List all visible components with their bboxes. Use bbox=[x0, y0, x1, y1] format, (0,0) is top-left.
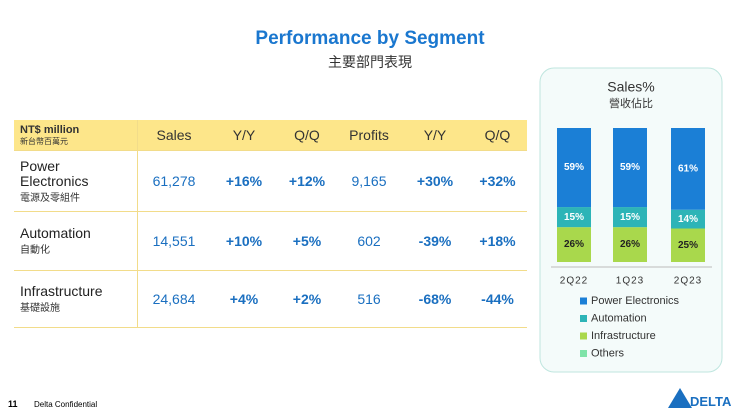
table-cell: 24,684 bbox=[152, 291, 196, 307]
logo: DELTA bbox=[690, 394, 732, 409]
value-label: 15% bbox=[564, 212, 584, 223]
table-row: Power Electronics 電源及零組件 61,278 +16% +12% 9,1… bbox=[14, 151, 527, 212]
row-name: Automation bbox=[20, 225, 91, 241]
table-cell: -44% bbox=[481, 291, 514, 307]
value-label: 26% bbox=[564, 239, 584, 250]
bar-segment bbox=[557, 128, 591, 208]
table-cell: +32% bbox=[479, 173, 516, 189]
legend-label: Power Electronics bbox=[591, 295, 680, 307]
table-cell: 602 bbox=[357, 233, 381, 249]
bar-segment bbox=[613, 207, 647, 228]
value-label: 14% bbox=[678, 214, 698, 225]
column-header: Profits bbox=[349, 127, 389, 143]
table-cell: 9,165 bbox=[351, 173, 387, 189]
header-row: NT$ million 新台幣百萬元 Sales Y/Y Q/Q Profits Y/Y Q/… bbox=[14, 120, 527, 151]
row-name: Infrastructure bbox=[20, 283, 103, 299]
chart-title: Sales% bbox=[607, 79, 654, 95]
x-tick-label: 2Q22 bbox=[560, 276, 588, 287]
table-cell: +18% bbox=[479, 233, 516, 249]
bar-segment bbox=[613, 227, 647, 262]
table-cell: +12% bbox=[288, 173, 326, 189]
table-cell: +5% bbox=[292, 233, 322, 249]
legend-swatch bbox=[580, 350, 587, 357]
unit: NT$ million bbox=[20, 123, 80, 136]
bar-segment bbox=[613, 128, 647, 208]
row-name-zh: 電源及零組件 bbox=[20, 192, 80, 204]
row-header: Automation 自動化 bbox=[14, 212, 138, 270]
column-header: Q/Q bbox=[294, 127, 320, 143]
table-cell: +16% bbox=[225, 173, 263, 189]
column-header: Q/Q bbox=[484, 127, 511, 143]
value-label: 61% bbox=[678, 164, 698, 175]
value-label: 59% bbox=[620, 162, 640, 173]
legend-label: Automation bbox=[591, 312, 647, 324]
bar-segment bbox=[671, 209, 705, 229]
logo-mark bbox=[668, 388, 692, 408]
bar-segment bbox=[557, 207, 591, 228]
footer-note: Delta Confidential bbox=[34, 400, 98, 409]
column-header: Y/Y bbox=[423, 127, 447, 143]
value-label: 26% bbox=[620, 239, 640, 250]
legend-swatch bbox=[580, 332, 587, 340]
legend-swatch bbox=[580, 297, 587, 305]
legend-label: Others bbox=[591, 347, 625, 359]
value-label: 59% bbox=[564, 162, 584, 173]
bar-segment bbox=[557, 227, 591, 262]
row-name-zh: 基礎設施 bbox=[20, 303, 60, 314]
bar-segment bbox=[671, 228, 705, 262]
column-header: Sales bbox=[156, 127, 192, 143]
value-label: 25% bbox=[678, 240, 698, 251]
x-tick-label: 2Q23 bbox=[674, 276, 702, 287]
table-cell: 516 bbox=[357, 291, 381, 307]
unit-cell: NT$ million 新台幣百萬元 bbox=[14, 120, 138, 150]
slide-subtitle: 主要部門表現 bbox=[328, 54, 412, 70]
table-cell: +10% bbox=[225, 233, 263, 249]
table-cell: +4% bbox=[229, 291, 259, 307]
column-header: Y/Y bbox=[232, 127, 256, 143]
value-label: 15% bbox=[620, 212, 640, 223]
table-cell: -39% bbox=[418, 233, 452, 249]
row-name-zh: 自動化 bbox=[20, 245, 50, 256]
table-cell: 14,551 bbox=[152, 233, 196, 249]
legend-label: Infrastructure bbox=[591, 330, 656, 342]
table-row: Infrastructure 基礎設施 24,684 +4% +2% 516 -68% -44… bbox=[14, 271, 527, 328]
table-cell: +2% bbox=[292, 291, 322, 307]
row-name: Power Electronics bbox=[20, 157, 89, 189]
unit-zh: 新台幣百萬元 bbox=[20, 136, 68, 146]
table-cell: -68% bbox=[418, 291, 452, 307]
bar-segment bbox=[671, 128, 705, 210]
slide-title: Performance by Segment bbox=[255, 28, 485, 49]
table-row: Automation 自動化 14,551 +10% +5% 602 -39% +18% bbox=[14, 212, 527, 271]
x-tick-label: 1Q23 bbox=[616, 276, 644, 287]
row-header: Power Electronics 電源及零組件 bbox=[14, 151, 138, 211]
table-cell: +30% bbox=[416, 173, 454, 189]
table-cell: 61,278 bbox=[152, 173, 196, 189]
page-number: 11 bbox=[8, 399, 18, 409]
chart-subtitle: 營收佔比 bbox=[609, 96, 653, 110]
row-header: Infrastructure 基礎設施 bbox=[14, 271, 138, 327]
table: NT$ million 新台幣百萬元 Sales Y/Y Q/Q Profits Y/Y Q/… bbox=[14, 120, 527, 328]
legend-swatch bbox=[580, 315, 587, 322]
